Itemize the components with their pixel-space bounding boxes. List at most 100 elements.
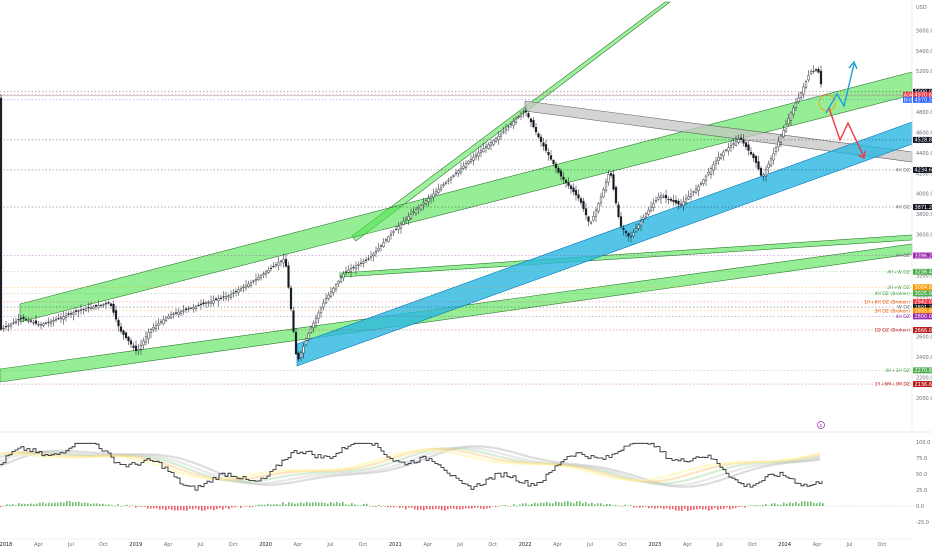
alert-icon[interactable]: $	[817, 421, 825, 429]
candle-body	[779, 135, 783, 143]
time-axis-label: Jul	[586, 542, 593, 548]
candle-body	[107, 302, 110, 304]
time-axis-label: 2024	[778, 542, 791, 548]
candle-body	[634, 228, 638, 232]
histogram-bar	[495, 506, 497, 508]
candle-body	[684, 198, 688, 203]
candle-body	[414, 209, 418, 214]
time-axis-label: Apr	[813, 542, 823, 548]
histogram-bar	[174, 506, 176, 511]
price-tag[interactable]: 2942.0	[913, 298, 932, 306]
price-tag[interactable]: 2136.6	[913, 381, 932, 388]
candle-body	[124, 332, 128, 338]
histogram-bar	[582, 503, 584, 506]
histogram-bar	[378, 504, 380, 506]
price-tag[interactable]: 2855.8	[913, 307, 932, 315]
price-tag[interactable]: 4528.8	[913, 136, 932, 144]
bearish-target-arrow[interactable]	[828, 107, 865, 158]
histogram-bar	[399, 506, 401, 508]
candle-body	[657, 196, 660, 200]
candle-body	[7, 325, 10, 327]
candle-body	[452, 175, 455, 177]
oscillator-wave	[0, 448, 821, 482]
price-tag[interactable]: 4970.6	[913, 91, 932, 99]
ask-label: Ask	[904, 93, 913, 99]
candle-body	[232, 292, 235, 294]
candle-body	[649, 206, 653, 212]
histogram-bar	[753, 505, 755, 506]
candle-body	[604, 181, 608, 191]
candle-body	[117, 319, 120, 327]
time-axis[interactable]: 2018 Apr Jul Oct 2019 Apr Jul Oct 2020 Apr Jul Oct 2…	[0, 542, 886, 548]
price-tag[interactable]: 3236.4	[913, 268, 932, 276]
oscillator-tick-label: 50.0	[916, 472, 927, 478]
time-axis-label: Oct	[748, 542, 757, 548]
candle-body	[642, 217, 645, 220]
time-axis-label: Apr	[164, 542, 174, 548]
candle-body	[372, 253, 375, 257]
histogram-bar	[564, 501, 566, 506]
candle-body	[709, 168, 713, 175]
price-tag[interactable]: 2800.0	[913, 313, 932, 320]
histogram-bar	[87, 502, 89, 506]
candle-body	[62, 316, 65, 320]
histogram-bar	[519, 504, 521, 506]
candle-body	[129, 340, 133, 345]
candle-body	[269, 267, 273, 269]
demand-zone-label: 4H DZ (Broken)	[874, 291, 910, 297]
price-tag-label: 2136.6	[915, 382, 932, 388]
histogram-bar	[471, 506, 473, 509]
candle-body	[27, 320, 30, 322]
candle-body	[682, 201, 685, 206]
candle-body	[49, 320, 53, 325]
price-axis[interactable]: USD	[911, 0, 927, 430]
oscillator-tick-label: 25.0	[916, 488, 927, 494]
histogram-bar	[480, 506, 482, 509]
histogram-bar	[102, 503, 104, 506]
price-tag[interactable]: 3084.6	[913, 284, 932, 291]
candle-body	[2, 327, 5, 329]
price-tick-label: 3800.0	[916, 212, 932, 218]
histogram-bar	[294, 503, 296, 506]
candle-body	[567, 182, 570, 186]
candle-body	[142, 340, 145, 346]
candle-body	[134, 345, 138, 351]
candle-body	[4, 326, 8, 328]
histogram-bar	[33, 504, 35, 506]
candle-body	[212, 300, 215, 304]
candle-body	[199, 303, 203, 305]
price-tag-label: 3084.6	[915, 285, 932, 291]
price-tag[interactable]: 2270.8	[913, 367, 932, 374]
histogram-bar	[798, 503, 800, 506]
candle-body	[557, 168, 560, 173]
price-tag[interactable]: 4234.6	[913, 166, 932, 174]
histogram-bar	[168, 506, 170, 509]
histogram-bar	[543, 503, 545, 506]
candle-body	[362, 261, 365, 264]
candle-body	[494, 138, 498, 142]
price-tag[interactable]: 3025.0	[913, 290, 932, 297]
candle-body	[154, 325, 158, 329]
histogram-bar	[342, 501, 344, 506]
candle-body	[552, 160, 555, 164]
candle-body	[807, 75, 810, 81]
candle-body	[432, 193, 435, 198]
candle-body	[292, 310, 295, 332]
candle-body	[57, 318, 60, 320]
candle-body	[102, 304, 105, 306]
candle-body	[352, 267, 355, 269]
price-tag[interactable]: 2666.0	[913, 327, 932, 334]
candle-body	[54, 319, 58, 321]
histogram-bar	[186, 506, 188, 511]
histogram-bar	[648, 506, 650, 509]
candle-body	[582, 200, 585, 209]
histogram-bar	[711, 506, 713, 510]
bullish-target-arrow[interactable]	[825, 63, 855, 114]
histogram-bar	[285, 504, 287, 506]
price-tag[interactable]: 3871.2	[913, 204, 932, 211]
price-tag[interactable]: 4970.5	[913, 96, 932, 104]
histogram-bar	[681, 506, 683, 511]
histogram-bar	[354, 504, 356, 506]
candle-body	[597, 203, 600, 212]
price-tag[interactable]: 3396.2	[913, 252, 932, 260]
